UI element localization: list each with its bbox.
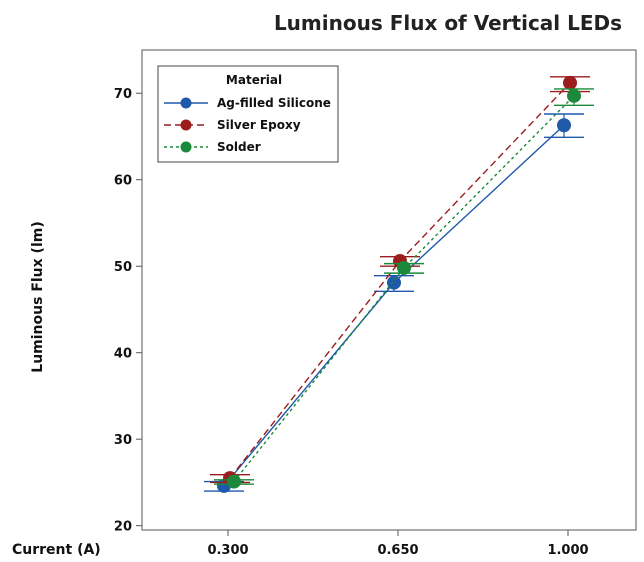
legend-marker <box>180 141 192 153</box>
data-point <box>227 474 241 489</box>
data-point <box>397 260 411 275</box>
legend-marker <box>180 97 192 109</box>
legend-marker <box>180 119 192 131</box>
y-tick-label: 70 <box>114 87 132 102</box>
data-point <box>567 88 581 103</box>
series-1 <box>204 113 584 493</box>
y-axis-label: Luminous Flux (lm) <box>30 221 46 372</box>
legend-item: Silver Epoxy <box>164 118 301 132</box>
y-axis: 20 30 40 50 60 70 <box>114 87 142 535</box>
series-2 <box>210 75 590 486</box>
y-tick-label: 40 <box>114 347 132 362</box>
legend-label: Ag-filled Silicone <box>217 96 331 110</box>
legend-item: Ag-filled Silicone <box>164 96 331 110</box>
data-point <box>387 275 401 290</box>
legend-label: Solder <box>217 140 261 154</box>
plot-area <box>141 49 637 531</box>
data-point <box>557 118 571 133</box>
legend-title: Material <box>226 73 282 87</box>
chart-title: Luminous Flux of Vertical LEDs <box>274 11 622 35</box>
y-tick-label: 30 <box>114 433 132 448</box>
series-line <box>233 95 575 483</box>
x-tick-label: 0.300 <box>207 543 248 558</box>
x-axis-label: Current (A) <box>12 542 101 558</box>
y-tick-label: 20 <box>114 520 132 535</box>
legend-label: Silver Epoxy <box>217 118 301 132</box>
data-point <box>563 75 577 90</box>
x-axis: 0.300 0.650 1.000 <box>207 530 589 558</box>
x-tick-label: 1.000 <box>547 543 588 558</box>
series-3 <box>214 88 594 489</box>
series-layer <box>204 75 594 493</box>
y-tick-label: 60 <box>114 174 132 189</box>
legend-item: Solder <box>164 140 261 154</box>
x-tick-label: 0.650 <box>377 543 418 558</box>
y-tick-label: 50 <box>114 260 132 275</box>
legend: Material Ag-filled Silicone Silver Epoxy S… <box>157 65 339 163</box>
legend-items: Ag-filled Silicone Silver Epoxy Solder <box>164 96 331 154</box>
